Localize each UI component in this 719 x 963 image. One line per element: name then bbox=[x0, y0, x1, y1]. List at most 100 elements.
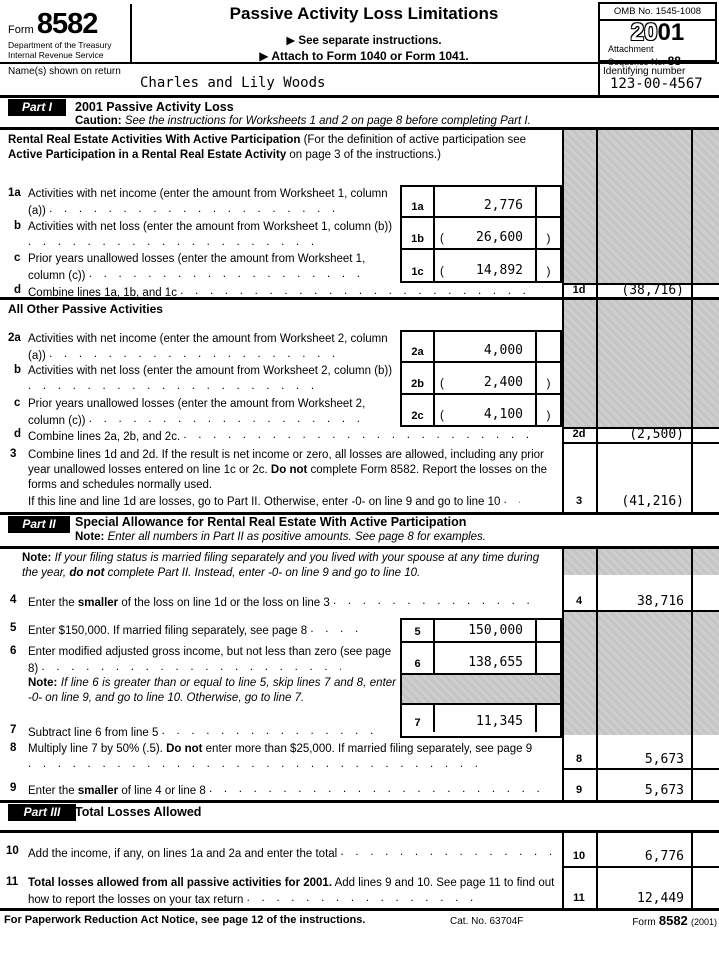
line-6-amount-field[interactable]: 138,655 bbox=[435, 643, 535, 673]
line-1b-amount-field[interactable]: (26,600 bbox=[435, 218, 535, 248]
line-number-1b: b bbox=[14, 220, 22, 232]
line-1d-text: Combine lines 1a, 1b, and 1c bbox=[28, 287, 177, 299]
dot-leader: . . . . . . . . . . . . . . . . . . . . … bbox=[28, 236, 318, 247]
rule bbox=[562, 833, 564, 908]
dot-leader: . . . . . . . . . . . . . . . . . . . . … bbox=[28, 380, 318, 391]
footer-form-year: (2001) bbox=[690, 917, 717, 927]
rule bbox=[596, 549, 598, 800]
line-4-amount-field[interactable]: 38,716 bbox=[637, 594, 684, 609]
dot-leader: . . . . . . . . . . . . . . . . . . . . … bbox=[310, 623, 365, 634]
line-6-text: Enter modified adjusted gross income, bu… bbox=[28, 646, 392, 675]
line-2b-amount-field[interactable]: (2,400 bbox=[435, 363, 535, 393]
line-1c-text: Prior years unallowed losses (enter the … bbox=[28, 253, 366, 282]
rule bbox=[596, 833, 598, 908]
rule bbox=[0, 830, 719, 833]
sequence-label: Sequence No. bbox=[608, 57, 666, 67]
footer-form-word: Form bbox=[632, 917, 656, 928]
line-9-bold: smaller bbox=[77, 785, 119, 797]
line-7-amount-field[interactable]: 11,345 bbox=[435, 705, 535, 732]
omb-number: OMB No. 1545-1008 bbox=[613, 6, 702, 17]
line-7-amount: 11,345 bbox=[476, 714, 523, 729]
dot-leader: . . . . . . . . . . . . . . . . . . . . … bbox=[246, 892, 477, 903]
sequence-line: Sequence No. 88 bbox=[600, 54, 715, 68]
rule bbox=[562, 549, 564, 800]
paren-cell: ) bbox=[535, 250, 560, 281]
entry-row-1a: 1a 2,776 bbox=[402, 187, 560, 216]
line-4-bold: smaller bbox=[77, 597, 119, 609]
paren-cell bbox=[535, 705, 560, 732]
rule bbox=[598, 62, 600, 95]
shaded-area bbox=[562, 299, 719, 427]
paren-cell bbox=[535, 187, 560, 216]
dot-leader: . . . . . . . . . . . . . . . . . . . . … bbox=[161, 725, 377, 736]
part3-title: Total Losses Allowed bbox=[75, 805, 202, 819]
line-10-amount-field[interactable]: 6,776 bbox=[644, 849, 684, 864]
line-2a-label: Activities with net income (enter the am… bbox=[28, 332, 396, 364]
line-number-2c: c bbox=[14, 397, 21, 409]
line-2d-amount-field[interactable]: (2,500) bbox=[629, 427, 684, 442]
line-4-box-label: 4 bbox=[575, 595, 583, 607]
line-7-text: Subtract line 6 from line 5 bbox=[28, 727, 159, 739]
entry-row-7: 7 11,345 bbox=[402, 703, 560, 732]
note-bold: do not bbox=[69, 567, 105, 579]
sequence-number: 88 bbox=[667, 54, 681, 68]
dot-leader: . . . . . . . . . . . . . . . . . . . . … bbox=[41, 661, 341, 672]
open-paren: ( bbox=[440, 378, 444, 390]
line-1c-amount-field[interactable]: (14,892 bbox=[435, 250, 535, 281]
shaded-area bbox=[562, 610, 719, 735]
rule bbox=[562, 866, 719, 868]
rule bbox=[691, 130, 693, 512]
line-9-box-label: 9 bbox=[575, 784, 583, 796]
line-number-2b: b bbox=[14, 364, 22, 376]
catalog-number: Cat. No. 63704F bbox=[450, 916, 524, 927]
line-1d-amount-field[interactable]: (38,716) bbox=[621, 283, 684, 298]
box-label-6: 6 bbox=[402, 643, 435, 673]
identifying-number-field[interactable]: 123-00-4567 bbox=[610, 76, 703, 92]
line-3-box-label: 3 bbox=[575, 495, 583, 507]
identifying-number-label: Identifying number bbox=[603, 66, 686, 77]
line-8-text2: enter more than $25,000. If married fili… bbox=[202, 743, 533, 755]
line-6-amount: 138,655 bbox=[468, 655, 523, 670]
line-10-label: Add the income, if any, on lines 1a and … bbox=[28, 845, 556, 862]
line-2d-box-label: 2d bbox=[572, 428, 586, 440]
line-4-text1: Enter the bbox=[28, 597, 78, 609]
rule bbox=[0, 62, 719, 64]
line-2c-text: Prior years unallowed losses (enter the … bbox=[28, 398, 366, 427]
line-5-amount-field[interactable]: 150,000 bbox=[435, 620, 535, 641]
dot-leader: . . . . . . . . . . . . . . . . . . . . … bbox=[88, 413, 364, 424]
paren-cell: ) bbox=[535, 218, 560, 248]
line-11-amount-field[interactable]: 12,449 bbox=[637, 891, 684, 906]
form-number: 8582 bbox=[36, 8, 99, 40]
entry-row-6: 6 138,655 bbox=[402, 641, 560, 673]
line-5-label: Enter $150,000. If married filing separa… bbox=[28, 622, 396, 639]
line-2c-amount-field[interactable]: (4,100 bbox=[435, 395, 535, 425]
dot-leader: . . . . . . . . . . . . . . . . . . . . … bbox=[332, 595, 538, 606]
line-3-amount-field[interactable]: (41,216) bbox=[621, 494, 684, 509]
name-field[interactable]: Charles and Lily Woods bbox=[140, 75, 326, 91]
line-9-amount-field[interactable]: 5,673 bbox=[644, 783, 684, 798]
line-4-text2: of the loss on line 1d or the loss on li… bbox=[118, 597, 330, 609]
line-6-note: Note: If line 6 is greater than or equal… bbox=[28, 676, 396, 706]
rule bbox=[0, 95, 719, 98]
rental-heading: Rental Real Estate Activities With Activ… bbox=[8, 133, 560, 163]
note-text1: If your filing status is married filing … bbox=[22, 552, 540, 579]
line-number-1a: 1a bbox=[8, 187, 21, 199]
dept-line1: Department of the Treasury bbox=[8, 40, 112, 50]
footer-form-number: 8582 bbox=[658, 913, 688, 928]
line-8-amount-field[interactable]: 5,673 bbox=[644, 752, 684, 767]
line-8-bold: Do not bbox=[166, 743, 203, 755]
part2-badge: Part II bbox=[8, 516, 70, 533]
see-instructions-line: ▶ See separate instructions. bbox=[286, 35, 442, 47]
part1-title: 2001 Passive Activity Loss bbox=[75, 100, 234, 114]
line-1a-amount-field[interactable]: 2,776 bbox=[435, 187, 535, 216]
box-label-2a: 2a bbox=[402, 332, 435, 361]
dot-leader: . . . . . . . . . . . . . . . . . . . . … bbox=[340, 846, 556, 857]
line-6-label: Enter modified adjusted gross income, bu… bbox=[28, 645, 396, 677]
rule bbox=[562, 283, 719, 285]
footer-form-id: Form 8582 (2001) bbox=[560, 913, 717, 930]
tax-year-solid: 01 bbox=[657, 19, 685, 46]
line-number-9: 9 bbox=[10, 782, 17, 794]
entry-row-1c: 1c (14,892 ) bbox=[402, 248, 560, 281]
line-2a-amount-field[interactable]: 4,000 bbox=[435, 332, 535, 361]
line-3-bold: Do not bbox=[270, 464, 308, 476]
